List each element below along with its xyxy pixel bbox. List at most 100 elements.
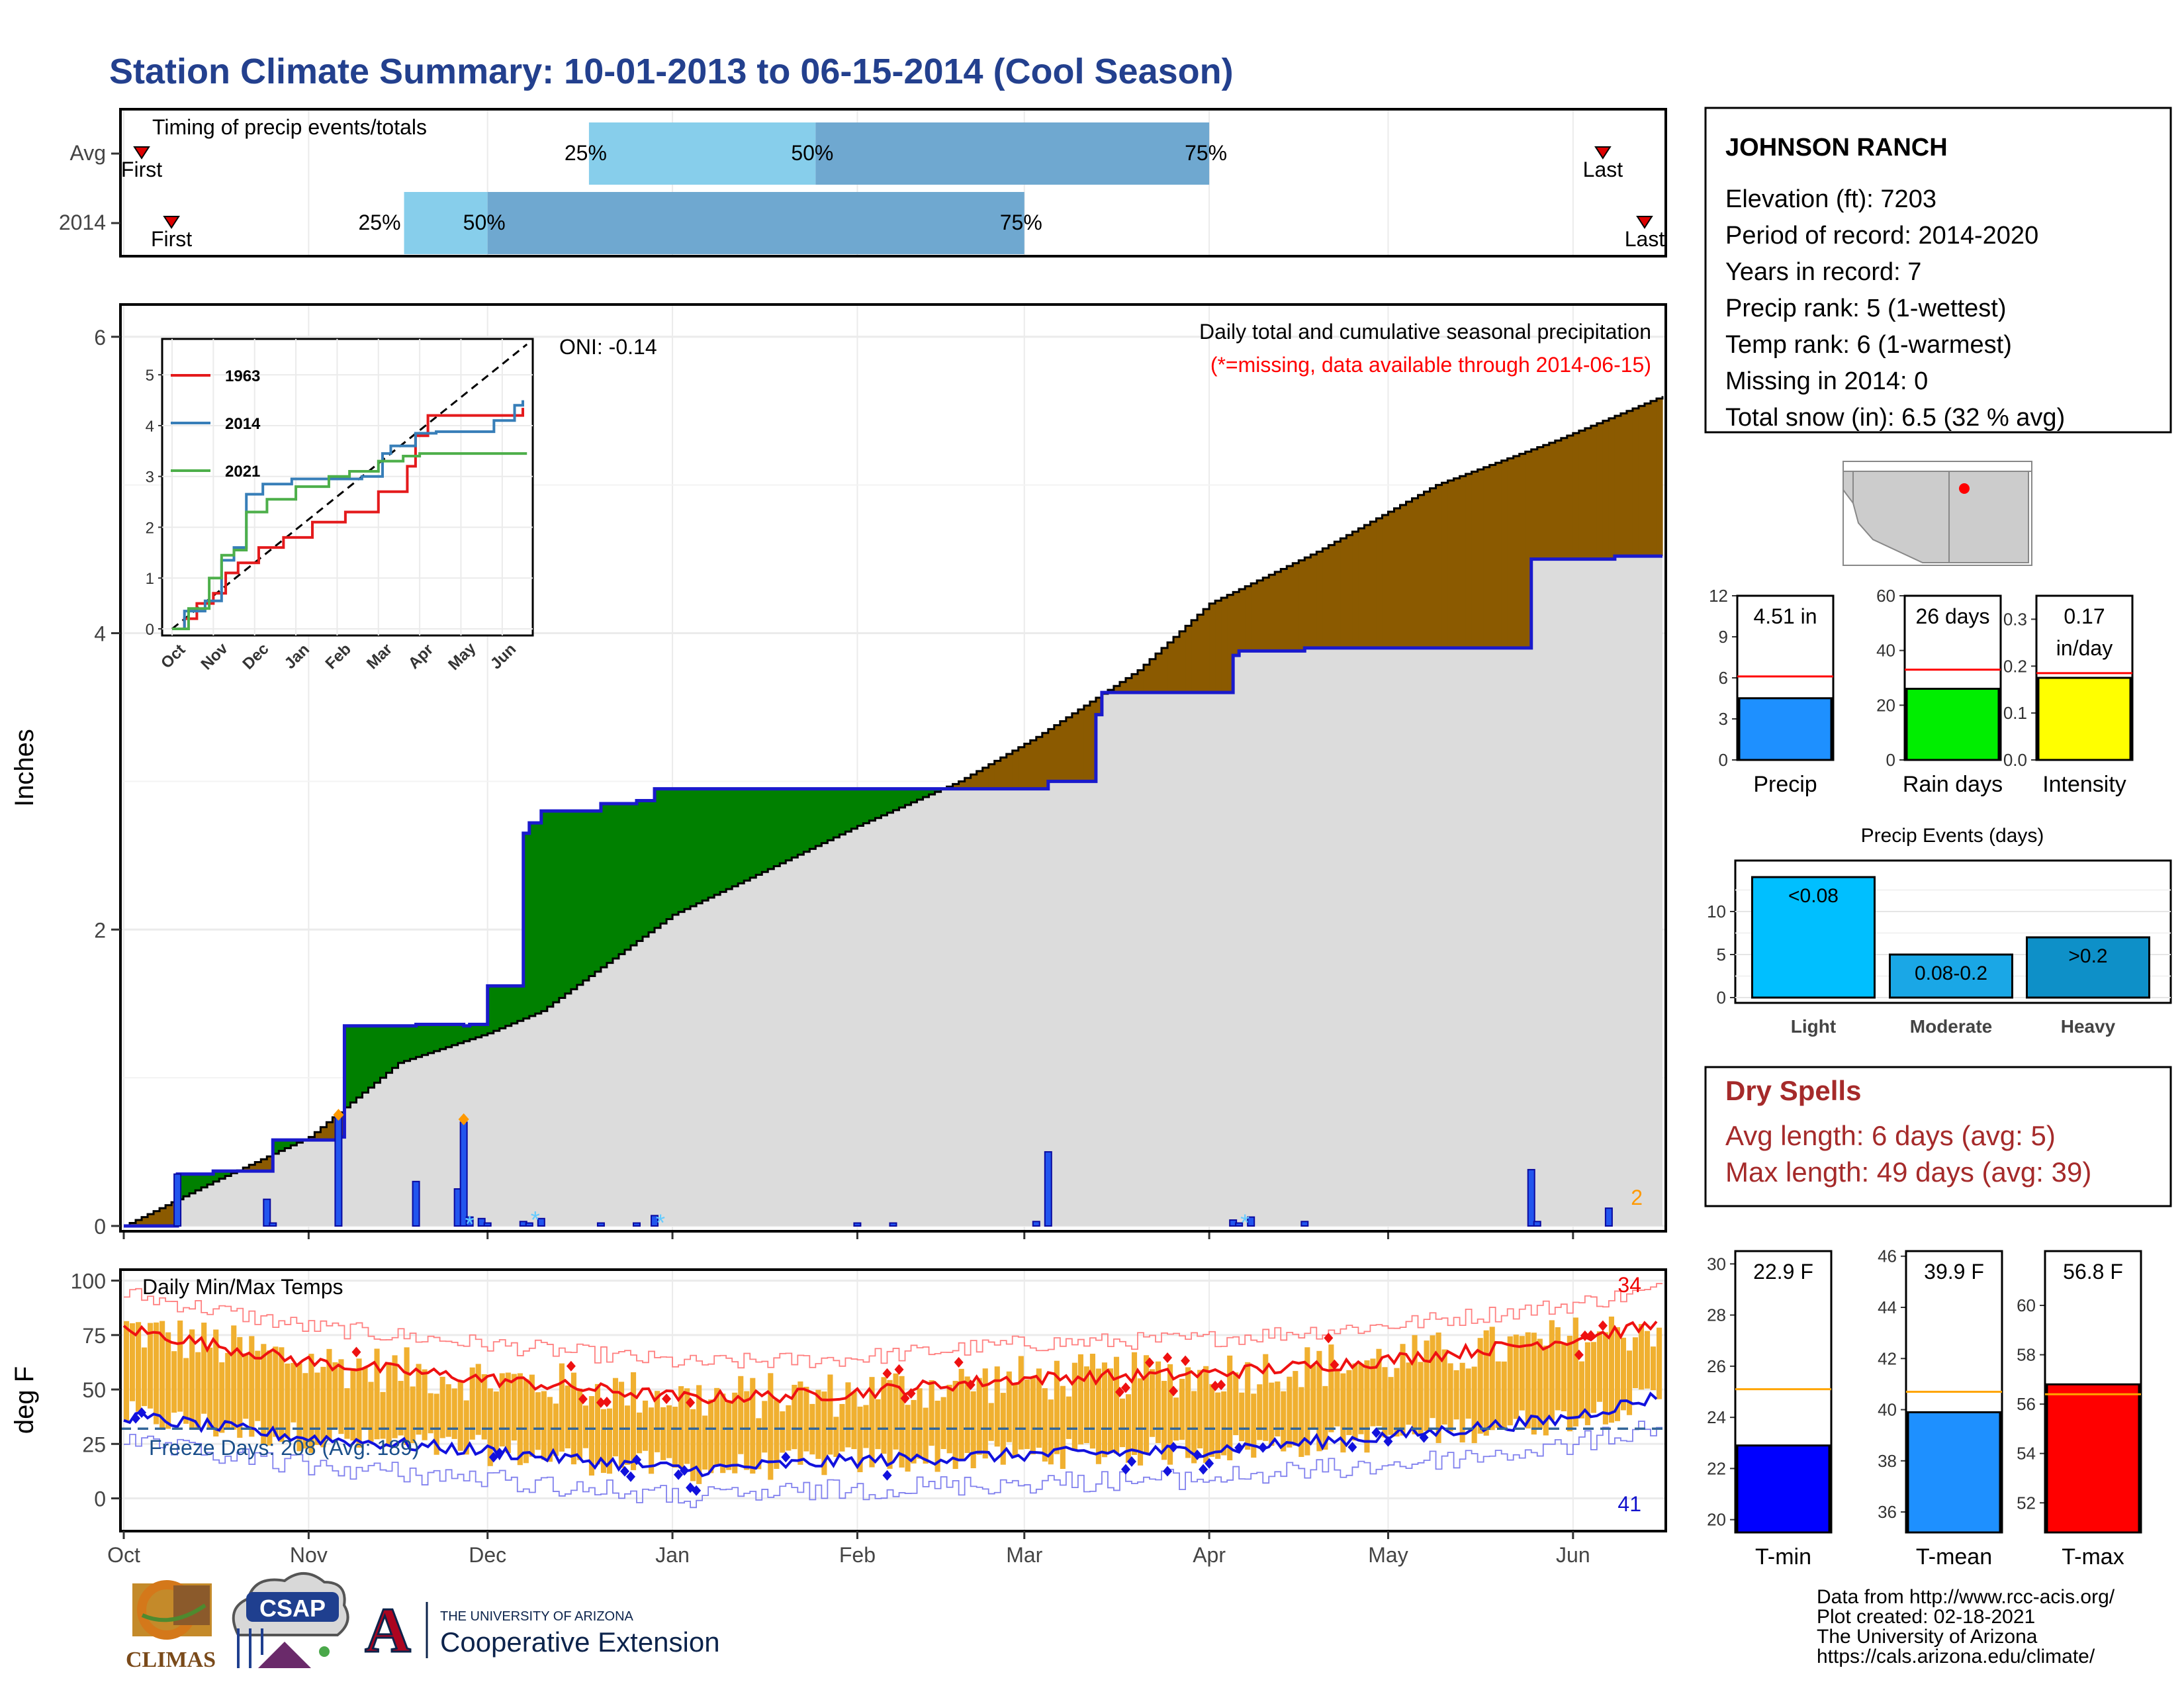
below-normal-slice	[1453, 478, 1461, 648]
above-normal-slice	[881, 788, 888, 816]
daily-temp-range-bar	[976, 1378, 982, 1455]
daily-temp-range-bar	[320, 1366, 326, 1448]
below-normal-slice	[1167, 642, 1174, 693]
record-low-marker	[1199, 1464, 1208, 1475]
daily-temp-range-bar	[690, 1409, 696, 1481]
below-normal-slice	[1054, 725, 1061, 782]
below-normal-slice	[1346, 535, 1353, 648]
timing-bar-q1	[588, 122, 816, 185]
dry-spells-box: Dry Spells Avg length: 6 days (avg: 5) M…	[1704, 1066, 2172, 1207]
daily-temp-range-bar	[547, 1397, 553, 1462]
above-normal-slice	[291, 1140, 297, 1146]
record-low-marker	[1126, 1456, 1136, 1467]
below-normal-slice	[1507, 458, 1514, 648]
precip-events-title: Precip Events (days)	[1861, 825, 2044, 847]
inset-y-tick-label: 5	[146, 367, 154, 385]
temperature-panel: 0 25 50 75 100 deg F Daily Min/Max Temps Fre…	[10, 1268, 1667, 1567]
mini-value-label: 26 days	[1915, 604, 1989, 628]
daily-temp-range-bar	[338, 1359, 344, 1434]
below-normal-slice	[1340, 538, 1347, 648]
mini-value-bar	[1736, 1444, 1831, 1534]
record-low-marker	[1371, 1427, 1381, 1438]
daily-temp-range-bar	[1316, 1350, 1322, 1452]
below-normal-slice	[1143, 665, 1150, 693]
above-normal-slice	[559, 811, 566, 998]
below-normal-slice	[964, 778, 972, 789]
above-normal-slice	[851, 788, 858, 829]
record-low-marker	[632, 1454, 641, 1466]
inset-legend-label: 2021	[225, 463, 260, 481]
daily-temp-range-bar	[332, 1362, 338, 1429]
above-normal-slice	[404, 1025, 411, 1061]
daily-temp-range-bar	[666, 1405, 672, 1458]
missing-day-marker: *	[656, 1209, 665, 1236]
temp-y-tick-label: 0	[94, 1487, 106, 1511]
timing-last-label: Last	[1625, 227, 1665, 251]
daily-temp-range-bar	[606, 1408, 613, 1474]
daily-temp-range-bar	[1358, 1364, 1364, 1434]
above-normal-slice	[565, 811, 572, 994]
daily-temp-range-bar	[1197, 1370, 1203, 1449]
daily-precip-bar	[412, 1180, 420, 1227]
below-normal-slice	[1388, 511, 1395, 648]
daily-temp-range-bar	[243, 1353, 249, 1419]
daily-temp-range-bar	[1227, 1355, 1233, 1461]
daily-temp-range-bar	[308, 1354, 314, 1453]
daily-temp-range-bar	[1340, 1373, 1346, 1453]
daily-temp-range-bar	[994, 1366, 1000, 1447]
record-low-marker	[1234, 1442, 1244, 1453]
daily-temp-range-bar	[726, 1400, 732, 1470]
above-normal-slice	[618, 803, 625, 955]
mini-y-tick-label: 42	[1878, 1348, 1897, 1368]
daily-temp-range-bar	[1561, 1342, 1567, 1411]
mini-y-tick-label: 0.2	[2003, 656, 2027, 676]
events-y-tick-label: 10	[1707, 902, 1726, 921]
below-normal-slice	[1590, 426, 1598, 559]
mini-y-tick-label: 28	[1707, 1305, 1726, 1325]
above-normal-slice	[672, 788, 679, 915]
below-normal-slice	[1572, 433, 1580, 559]
above-normal-slice	[445, 1024, 453, 1047]
below-normal-slice	[988, 764, 995, 789]
daily-temp-range-bar	[1412, 1335, 1418, 1434]
above-normal-slice	[439, 1024, 447, 1049]
above-normal-slice	[869, 788, 876, 821]
mini-y-tick-label: 12	[1709, 586, 1728, 606]
below-normal-slice	[1495, 463, 1502, 648]
daily-temp-range-bar	[815, 1389, 821, 1459]
below-normal-slice	[1060, 721, 1067, 782]
daily-temp-range-bar	[1281, 1391, 1287, 1452]
station-missing: Missing in 2014: 0	[1725, 367, 1928, 395]
daily-temp-range-bar	[786, 1405, 792, 1451]
below-normal-slice	[1203, 609, 1210, 693]
daily-temp-range-bar	[189, 1329, 195, 1428]
below-normal-slice	[958, 781, 966, 789]
daily-temp-range-bar	[899, 1376, 905, 1468]
daily-temp-range-bar	[481, 1374, 487, 1440]
daily-temp-range-bar	[565, 1385, 570, 1448]
below-normal-slice	[1215, 600, 1222, 693]
record-high-marker	[1163, 1352, 1173, 1363]
events-y-tick-label: 0	[1717, 988, 1726, 1008]
mini-value-bar	[1905, 688, 2000, 761]
below-normal-slice	[243, 1167, 250, 1172]
daily-temp-range-bar	[499, 1373, 505, 1447]
ua-block-a: A	[365, 1595, 410, 1665]
below-normal-slice	[1179, 631, 1186, 693]
daily-temp-range-bar	[249, 1336, 255, 1437]
mini-value-bar	[1738, 697, 1833, 761]
daily-temp-range-bar	[1578, 1361, 1584, 1419]
daily-temp-range-bar	[1424, 1340, 1430, 1431]
inset-y-tick-label: 4	[146, 418, 154, 436]
footer-credits: Data from http://www.rcc-acis.org/ Plot …	[1817, 1586, 2115, 1667]
record-high-marker	[894, 1364, 904, 1375]
snow-event-marker	[458, 1113, 469, 1125]
above-normal-slice	[380, 1025, 387, 1078]
daily-temp-range-bar	[630, 1372, 637, 1470]
daily-temp-range-bar	[374, 1348, 380, 1440]
daily-temp-range-bar	[1614, 1327, 1621, 1421]
above-normal-slice	[792, 788, 798, 858]
below-normal-slice	[1328, 545, 1335, 648]
daily-temp-range-bar	[1632, 1337, 1639, 1389]
